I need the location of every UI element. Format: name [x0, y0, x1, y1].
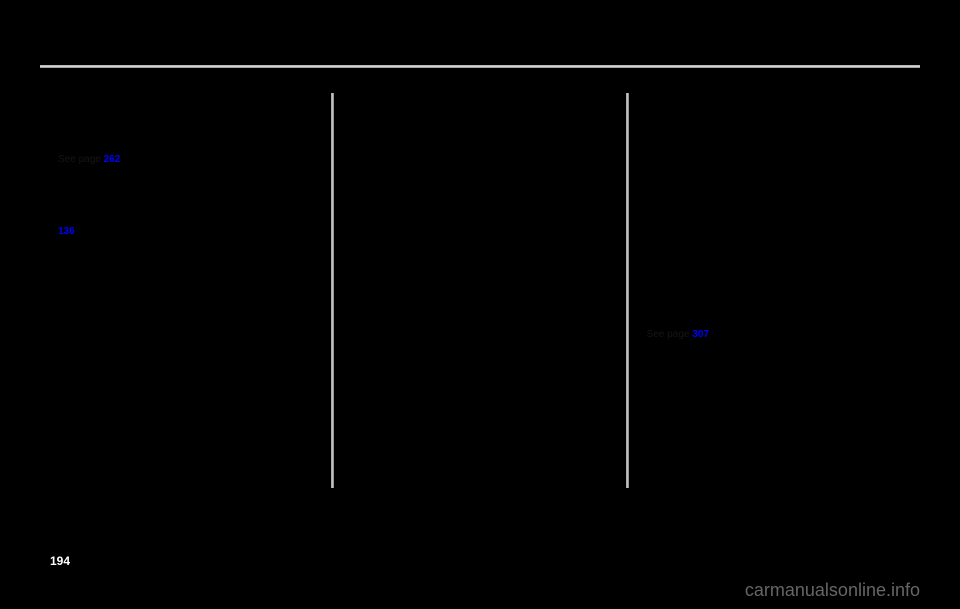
watermark-text: carmanualsonline.info: [745, 580, 920, 601]
page-number-text: 194: [50, 554, 70, 568]
body-text: See page: [58, 154, 104, 165]
page-link[interactable]: 136: [58, 226, 75, 237]
paragraph: 136: [58, 225, 313, 239]
column-2: [334, 93, 625, 488]
column-3: See page 307: [629, 93, 920, 488]
content-columns: See page 262 136 See page 307: [40, 93, 920, 488]
header-rule: [40, 65, 920, 68]
body-text: See page: [647, 329, 693, 340]
paragraph: See page 262: [58, 153, 313, 167]
page-number-badge: 194: [40, 548, 80, 574]
manual-page: See page 262 136 See page 307 194: [40, 20, 920, 569]
page-link[interactable]: 307: [692, 329, 709, 340]
column-1: See page 262 136: [40, 93, 331, 488]
page-link[interactable]: 262: [104, 154, 121, 165]
paragraph: See page 307: [647, 328, 902, 342]
